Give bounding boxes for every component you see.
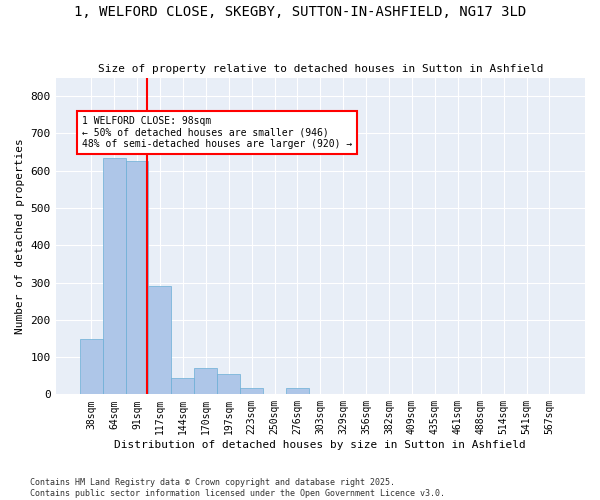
Text: 1, WELFORD CLOSE, SKEGBY, SUTTON-IN-ASHFIELD, NG17 3LD: 1, WELFORD CLOSE, SKEGBY, SUTTON-IN-ASHF… [74,5,526,19]
Y-axis label: Number of detached properties: Number of detached properties [15,138,25,334]
Title: Size of property relative to detached houses in Sutton in Ashfield: Size of property relative to detached ho… [98,64,543,74]
Bar [240,388,263,394]
Bar [172,378,194,394]
Bar [103,158,125,394]
Text: 1 WELFORD CLOSE: 98sqm
← 50% of detached houses are smaller (946)
48% of semi-de: 1 WELFORD CLOSE: 98sqm ← 50% of detached… [82,116,352,149]
Text: Contains HM Land Registry data © Crown copyright and database right 2025.
Contai: Contains HM Land Registry data © Crown c… [30,478,445,498]
Bar [125,161,148,394]
X-axis label: Distribution of detached houses by size in Sutton in Ashfield: Distribution of detached houses by size … [115,440,526,450]
Bar [80,339,103,394]
Bar [286,388,309,394]
Bar [217,374,240,394]
Bar [194,368,217,394]
Bar [148,286,172,395]
